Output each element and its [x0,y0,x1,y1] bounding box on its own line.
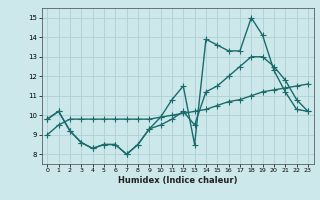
X-axis label: Humidex (Indice chaleur): Humidex (Indice chaleur) [118,176,237,185]
